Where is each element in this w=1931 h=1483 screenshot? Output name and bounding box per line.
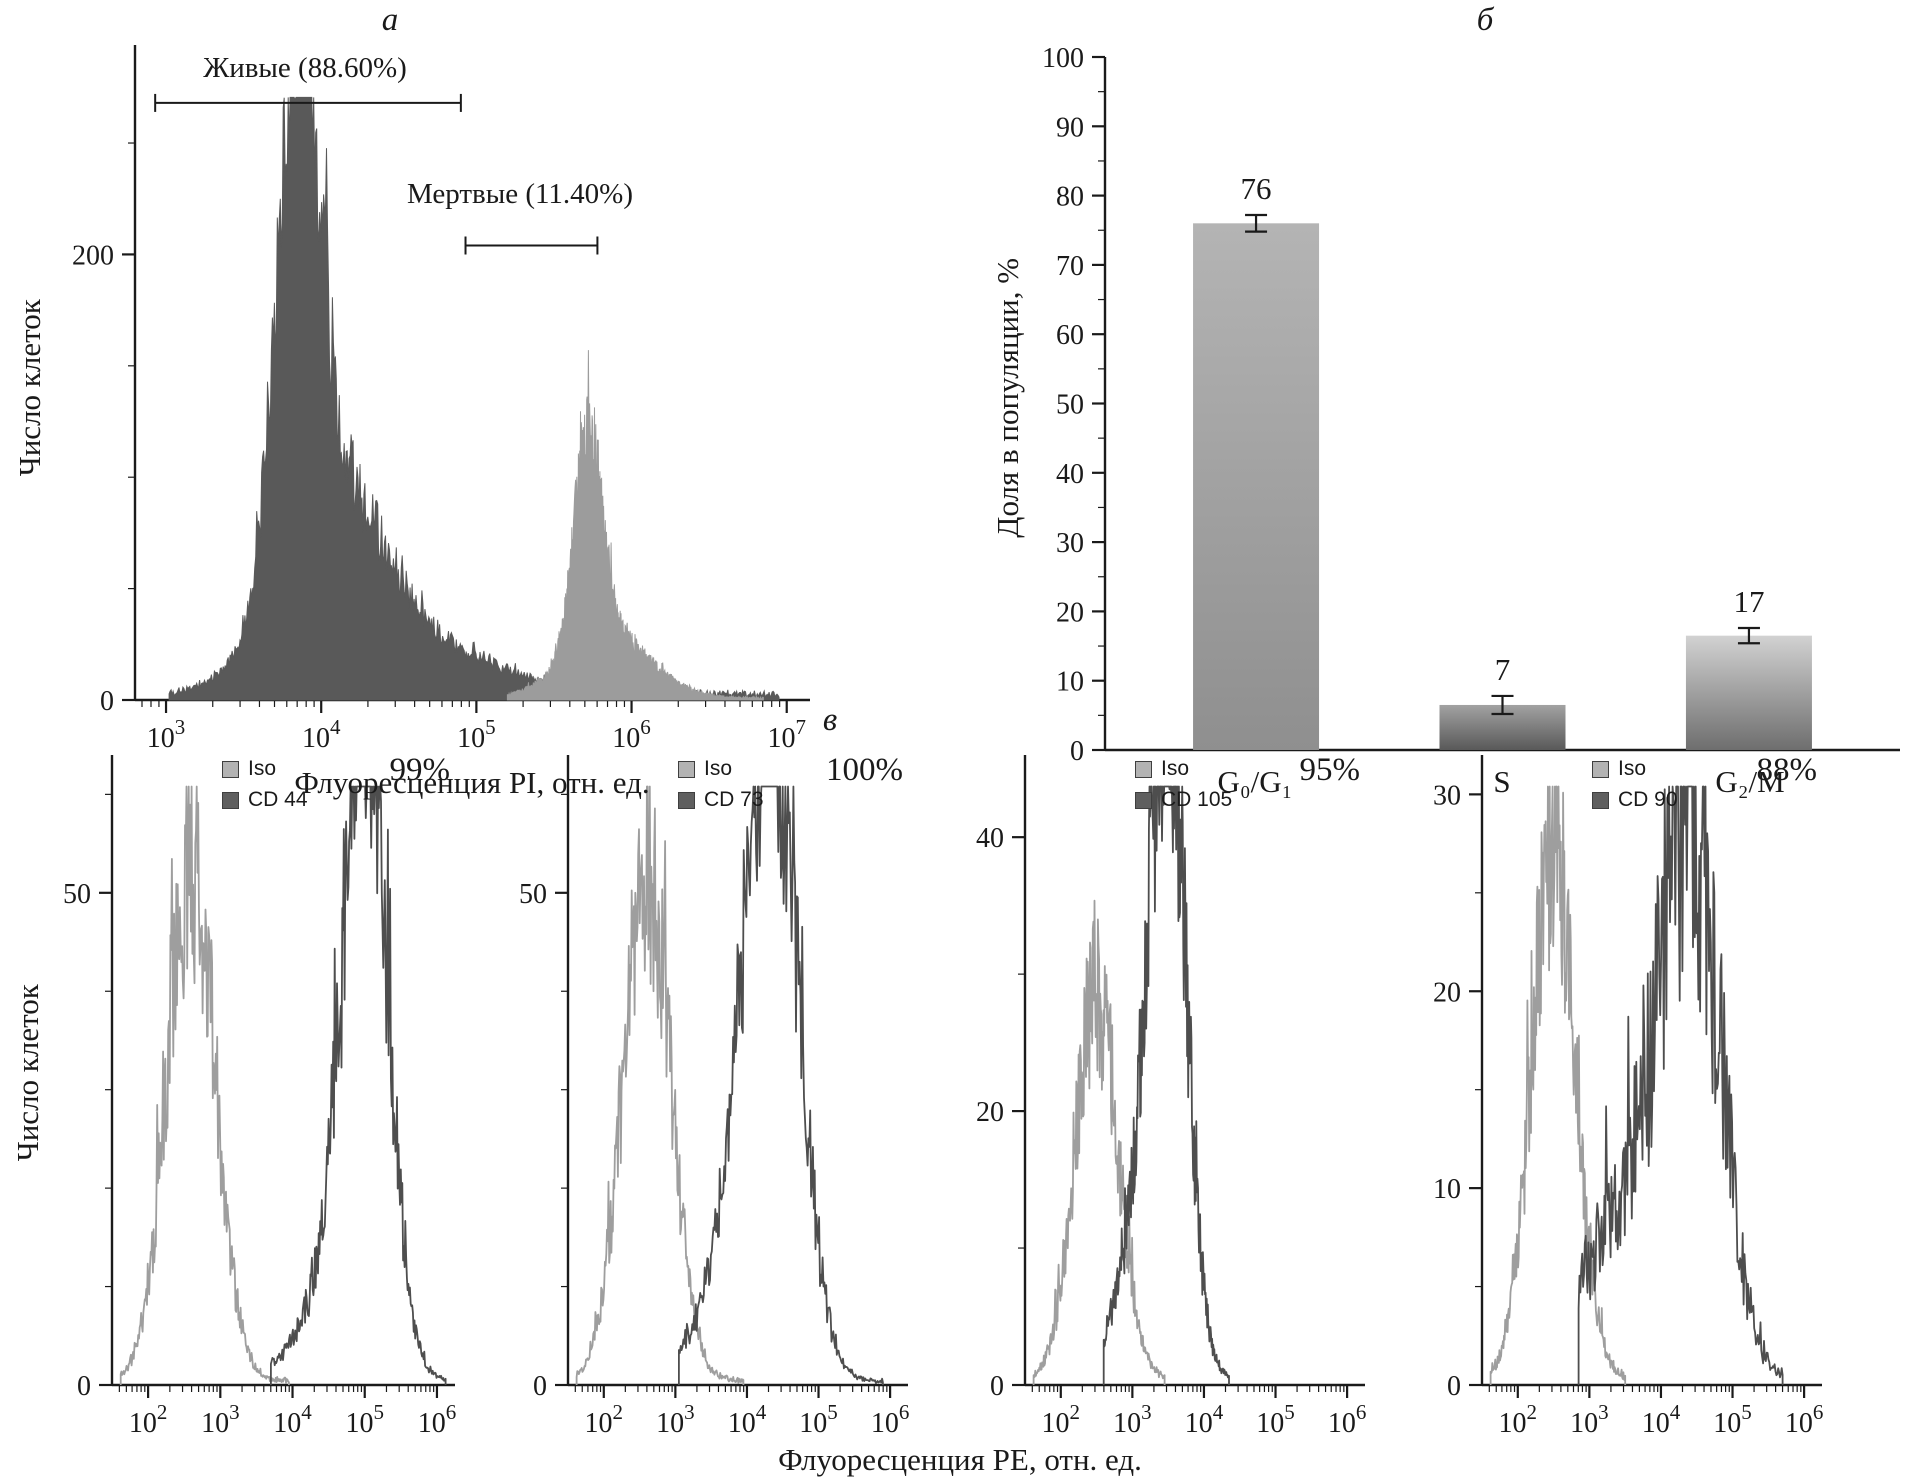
svg-text:0: 0	[100, 686, 114, 717]
legend-label-iso: Iso	[704, 757, 733, 780]
legend-item-iso: Iso	[678, 757, 764, 781]
svg-text:106: 106	[1328, 1400, 1367, 1439]
svg-text:200: 200	[72, 240, 114, 271]
panel-a-x-axis-title: Флуоресценция PI, отн. ед.	[294, 765, 650, 800]
svg-text:102: 102	[585, 1400, 624, 1439]
annotation-live: Живые (88.60%)	[203, 52, 407, 84]
panel-a-label: а	[381, 2, 399, 38]
svg-text:17: 17	[1733, 584, 1764, 619]
svg-text:106: 106	[612, 715, 651, 754]
annotation-dead: Мертвые (11.40%)	[406, 178, 633, 210]
svg-text:10: 10	[1433, 1174, 1461, 1205]
svg-text:104: 104	[302, 715, 341, 754]
legend-label-iso: Iso	[1161, 757, 1190, 780]
svg-text:70: 70	[1056, 251, 1084, 282]
svg-text:60: 60	[1056, 320, 1084, 351]
svg-text:0: 0	[533, 1371, 547, 1402]
percent-cd105: 95%	[1299, 752, 1361, 788]
svg-text:50: 50	[63, 879, 91, 910]
panel-v-x-axis-title: Флуоресценция PE, отн. ед.	[778, 1442, 1142, 1477]
svg-text:10: 10	[1056, 667, 1084, 698]
percent-cd44: 99%	[389, 752, 451, 788]
legend-label-cd73: CD 73	[704, 788, 764, 811]
svg-text:105: 105	[457, 715, 496, 754]
svg-text:106: 106	[871, 1400, 910, 1439]
svg-text:102: 102	[129, 1400, 168, 1439]
legend-item-cd73: CD 73	[678, 788, 764, 812]
svg-text:102: 102	[1042, 1400, 1081, 1439]
svg-text:106: 106	[418, 1400, 457, 1439]
svg-text:90: 90	[1056, 112, 1084, 143]
svg-text:76: 76	[1241, 171, 1272, 206]
panel-a-y-axis-title: Число клеток	[12, 299, 48, 477]
legend-label-cd105: CD 105	[1161, 788, 1233, 811]
iso-swatch	[1592, 760, 1609, 778]
legend-label-iso: Iso	[248, 757, 277, 780]
svg-text:20: 20	[976, 1097, 1004, 1128]
legend-item-iso: Iso	[1592, 757, 1678, 781]
svg-text:0: 0	[77, 1371, 91, 1402]
svg-text:40: 40	[976, 823, 1004, 854]
svg-text:105: 105	[1713, 1400, 1752, 1439]
svg-text:104: 104	[1185, 1400, 1224, 1439]
legend-cd44: Iso CD 44	[222, 757, 308, 812]
svg-text:100: 100	[1042, 43, 1084, 74]
percent-cd90: 88%	[1756, 752, 1818, 788]
svg-text:50: 50	[1056, 390, 1084, 421]
svg-text:40: 40	[1056, 459, 1084, 490]
legend-label-cd90: CD 90	[1618, 788, 1678, 811]
svg-text:105: 105	[799, 1400, 838, 1439]
panel-b-label: б	[1476, 2, 1494, 38]
svg-text:105: 105	[1256, 1400, 1295, 1439]
category-g2m: G₂/M	[1715, 764, 1785, 799]
svg-text:103: 103	[656, 1400, 695, 1439]
svg-text:50: 50	[519, 879, 547, 910]
svg-text:104: 104	[728, 1400, 767, 1439]
svg-text:103: 103	[1113, 1400, 1152, 1439]
legend-cd105: Iso CD 105	[1135, 757, 1232, 812]
svg-text:7: 7	[1495, 652, 1511, 687]
svg-text:102: 102	[1499, 1400, 1538, 1439]
svg-text:20: 20	[1433, 977, 1461, 1008]
legend-cd73: Iso CD 73	[678, 757, 764, 812]
iso-swatch	[222, 760, 239, 778]
cd90-swatch	[1592, 791, 1609, 809]
percent-cd73: 100%	[826, 752, 903, 788]
svg-text:103: 103	[201, 1400, 240, 1439]
svg-text:104: 104	[1642, 1400, 1681, 1439]
svg-text:106: 106	[1785, 1400, 1824, 1439]
panel-v-label: в	[822, 702, 838, 738]
svg-text:20: 20	[1056, 597, 1084, 628]
svg-text:104: 104	[273, 1400, 312, 1439]
legend-item-cd90: CD 90	[1592, 788, 1678, 812]
svg-text:0: 0	[1447, 1371, 1461, 1402]
legend-item-cd44: CD 44	[222, 788, 308, 812]
cd73-swatch	[678, 791, 695, 809]
svg-text:105: 105	[345, 1400, 384, 1439]
legend-cd90: Iso CD 90	[1592, 757, 1678, 812]
svg-text:0: 0	[1070, 736, 1084, 767]
iso-swatch	[678, 760, 695, 778]
legend-label-iso: Iso	[1618, 757, 1647, 780]
panel-v-y-axis-title: Число клеток	[10, 984, 46, 1162]
cd44-swatch	[222, 791, 239, 809]
legend-label-cd44: CD 44	[248, 788, 308, 811]
iso-swatch	[1135, 760, 1152, 778]
svg-text:80: 80	[1056, 182, 1084, 213]
svg-text:107: 107	[767, 715, 806, 754]
svg-text:103: 103	[147, 715, 186, 754]
cd105-swatch	[1135, 791, 1152, 809]
legend-item-iso: Iso	[1135, 757, 1232, 781]
legend-item-iso: Iso	[222, 757, 308, 781]
panel-b-y-axis-title: Доля в популяции, %	[990, 257, 1026, 538]
svg-text:30: 30	[1056, 528, 1084, 559]
svg-text:103: 103	[1570, 1400, 1609, 1439]
svg-text:0: 0	[990, 1371, 1004, 1402]
legend-item-cd105: CD 105	[1135, 788, 1232, 812]
svg-text:30: 30	[1433, 780, 1461, 811]
category-s: S	[1493, 764, 1511, 799]
category-g0g1: G₀/G₁	[1217, 764, 1293, 799]
